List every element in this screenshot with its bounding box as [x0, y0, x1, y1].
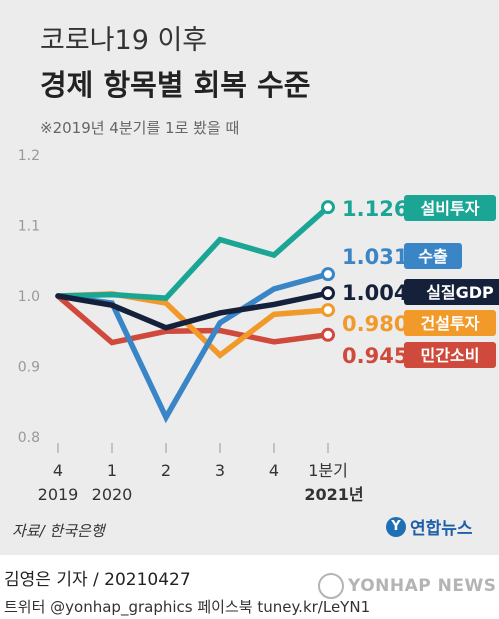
end-marker-민간소비 — [321, 327, 335, 342]
source-label: 자료/ 한국은행 — [12, 522, 105, 540]
legend-badge-건설투자 — [404, 310, 496, 336]
x-tick-year-label: 2020 — [92, 485, 133, 504]
y-tick-label: 1.0 — [18, 289, 40, 305]
legend-label-민간소비: 민간소비 — [421, 346, 480, 365]
x-tick-label: 4 — [53, 461, 63, 480]
series-line-설비투자 — [55, 204, 331, 301]
data-label-설비투자: 1.126 — [342, 197, 408, 221]
line-chart: 1.2 1.1 1.0 0.9 0.8 4 2019 1 2020 2 3 4 1분기 2021년 1.12… — [18, 148, 499, 504]
legend-badge-설비투자 — [404, 195, 496, 221]
watermark: YONHAP NEWS — [318, 573, 496, 599]
byline: 김영은 기자 / 20210427 — [4, 570, 191, 590]
x-tick-label: 1분기 — [308, 461, 348, 480]
chart-note: ※2019년 4분기를 1로 봤을 때 — [40, 119, 240, 137]
legend-badge-수출 — [404, 243, 462, 269]
infographic-card: 코로나19 이후 경제 항목별 회복 수준 ※2019년 4분기를 1로 봤을 … — [0, 0, 499, 555]
legend-label-건설투자: 건설투자 — [421, 314, 480, 333]
yonhap-logo: Y 연합뉴스 — [386, 514, 473, 539]
x-tick-year-label: 2019 — [38, 485, 79, 504]
social-links: 트위터 @yonhap_graphics 페이스북 tuney.kr/LeYN1 — [4, 598, 371, 616]
watermark-text: YONHAP NEWS — [348, 576, 497, 596]
yonhap-logo-text: 연합뉴스 — [410, 519, 473, 539]
series-line-실질GDP — [55, 290, 331, 331]
x-tick-label: 1 — [107, 461, 117, 480]
end-marker-건설투자 — [321, 303, 335, 318]
legend-label-수출: 수출 — [418, 247, 448, 266]
y-tick-label: 0.8 — [18, 430, 40, 446]
yonhap-logo-icon: Y — [386, 516, 406, 537]
data-label-수출: 1.031 — [342, 245, 408, 269]
x-tick-year-label: 2021년 — [304, 485, 363, 504]
y-tick-label: 1.1 — [18, 219, 40, 235]
x-tick-label: 3 — [215, 461, 225, 480]
y-tick-label: 0.9 — [18, 360, 40, 376]
end-marker-수출 — [321, 267, 335, 282]
chart-title-line2: 경제 항목별 회복 수준 — [40, 68, 311, 102]
legend-badge-실질GDP — [404, 279, 499, 305]
data-label-실질GDP: 1.004 — [342, 281, 408, 305]
legend-label-설비투자: 설비투자 — [421, 199, 480, 218]
x-tick-label: 2 — [161, 461, 171, 480]
data-label-건설투자: 0.980 — [342, 312, 408, 336]
watermark-icon — [318, 573, 344, 599]
legend-label-실질GDP: 실질GDP — [426, 283, 494, 302]
end-marker-실질GDP — [321, 286, 335, 301]
legend-badge-민간소비 — [404, 342, 496, 368]
chart-title-line1: 코로나19 이후 — [40, 25, 208, 56]
end-marker-설비투자 — [321, 200, 335, 215]
x-tick-label: 4 — [269, 461, 279, 480]
data-label-민간소비: 0.945 — [342, 344, 408, 368]
y-tick-label: 1.2 — [18, 148, 40, 164]
